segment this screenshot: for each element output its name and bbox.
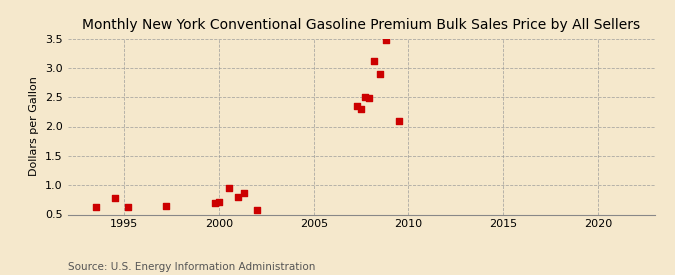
Point	[375, 72, 385, 76]
Point	[360, 95, 371, 99]
Text: Source: U.S. Energy Information Administration: Source: U.S. Energy Information Administ…	[68, 262, 315, 271]
Point	[394, 119, 404, 123]
Point	[210, 200, 221, 205]
Point	[233, 195, 244, 199]
Point	[352, 104, 362, 108]
Point	[161, 204, 171, 208]
Point	[123, 205, 134, 210]
Title: Monthly New York Conventional Gasoline Premium Bulk Sales Price by All Sellers: Monthly New York Conventional Gasoline P…	[82, 18, 640, 32]
Point	[356, 107, 367, 111]
Point	[109, 196, 120, 200]
Point	[238, 191, 249, 196]
Point	[223, 186, 234, 190]
Point	[363, 96, 374, 101]
Point	[90, 205, 101, 210]
Point	[369, 59, 380, 63]
Point	[380, 38, 391, 42]
Y-axis label: Dollars per Gallon: Dollars per Gallon	[29, 76, 39, 177]
Point	[252, 208, 263, 213]
Point	[214, 199, 225, 204]
